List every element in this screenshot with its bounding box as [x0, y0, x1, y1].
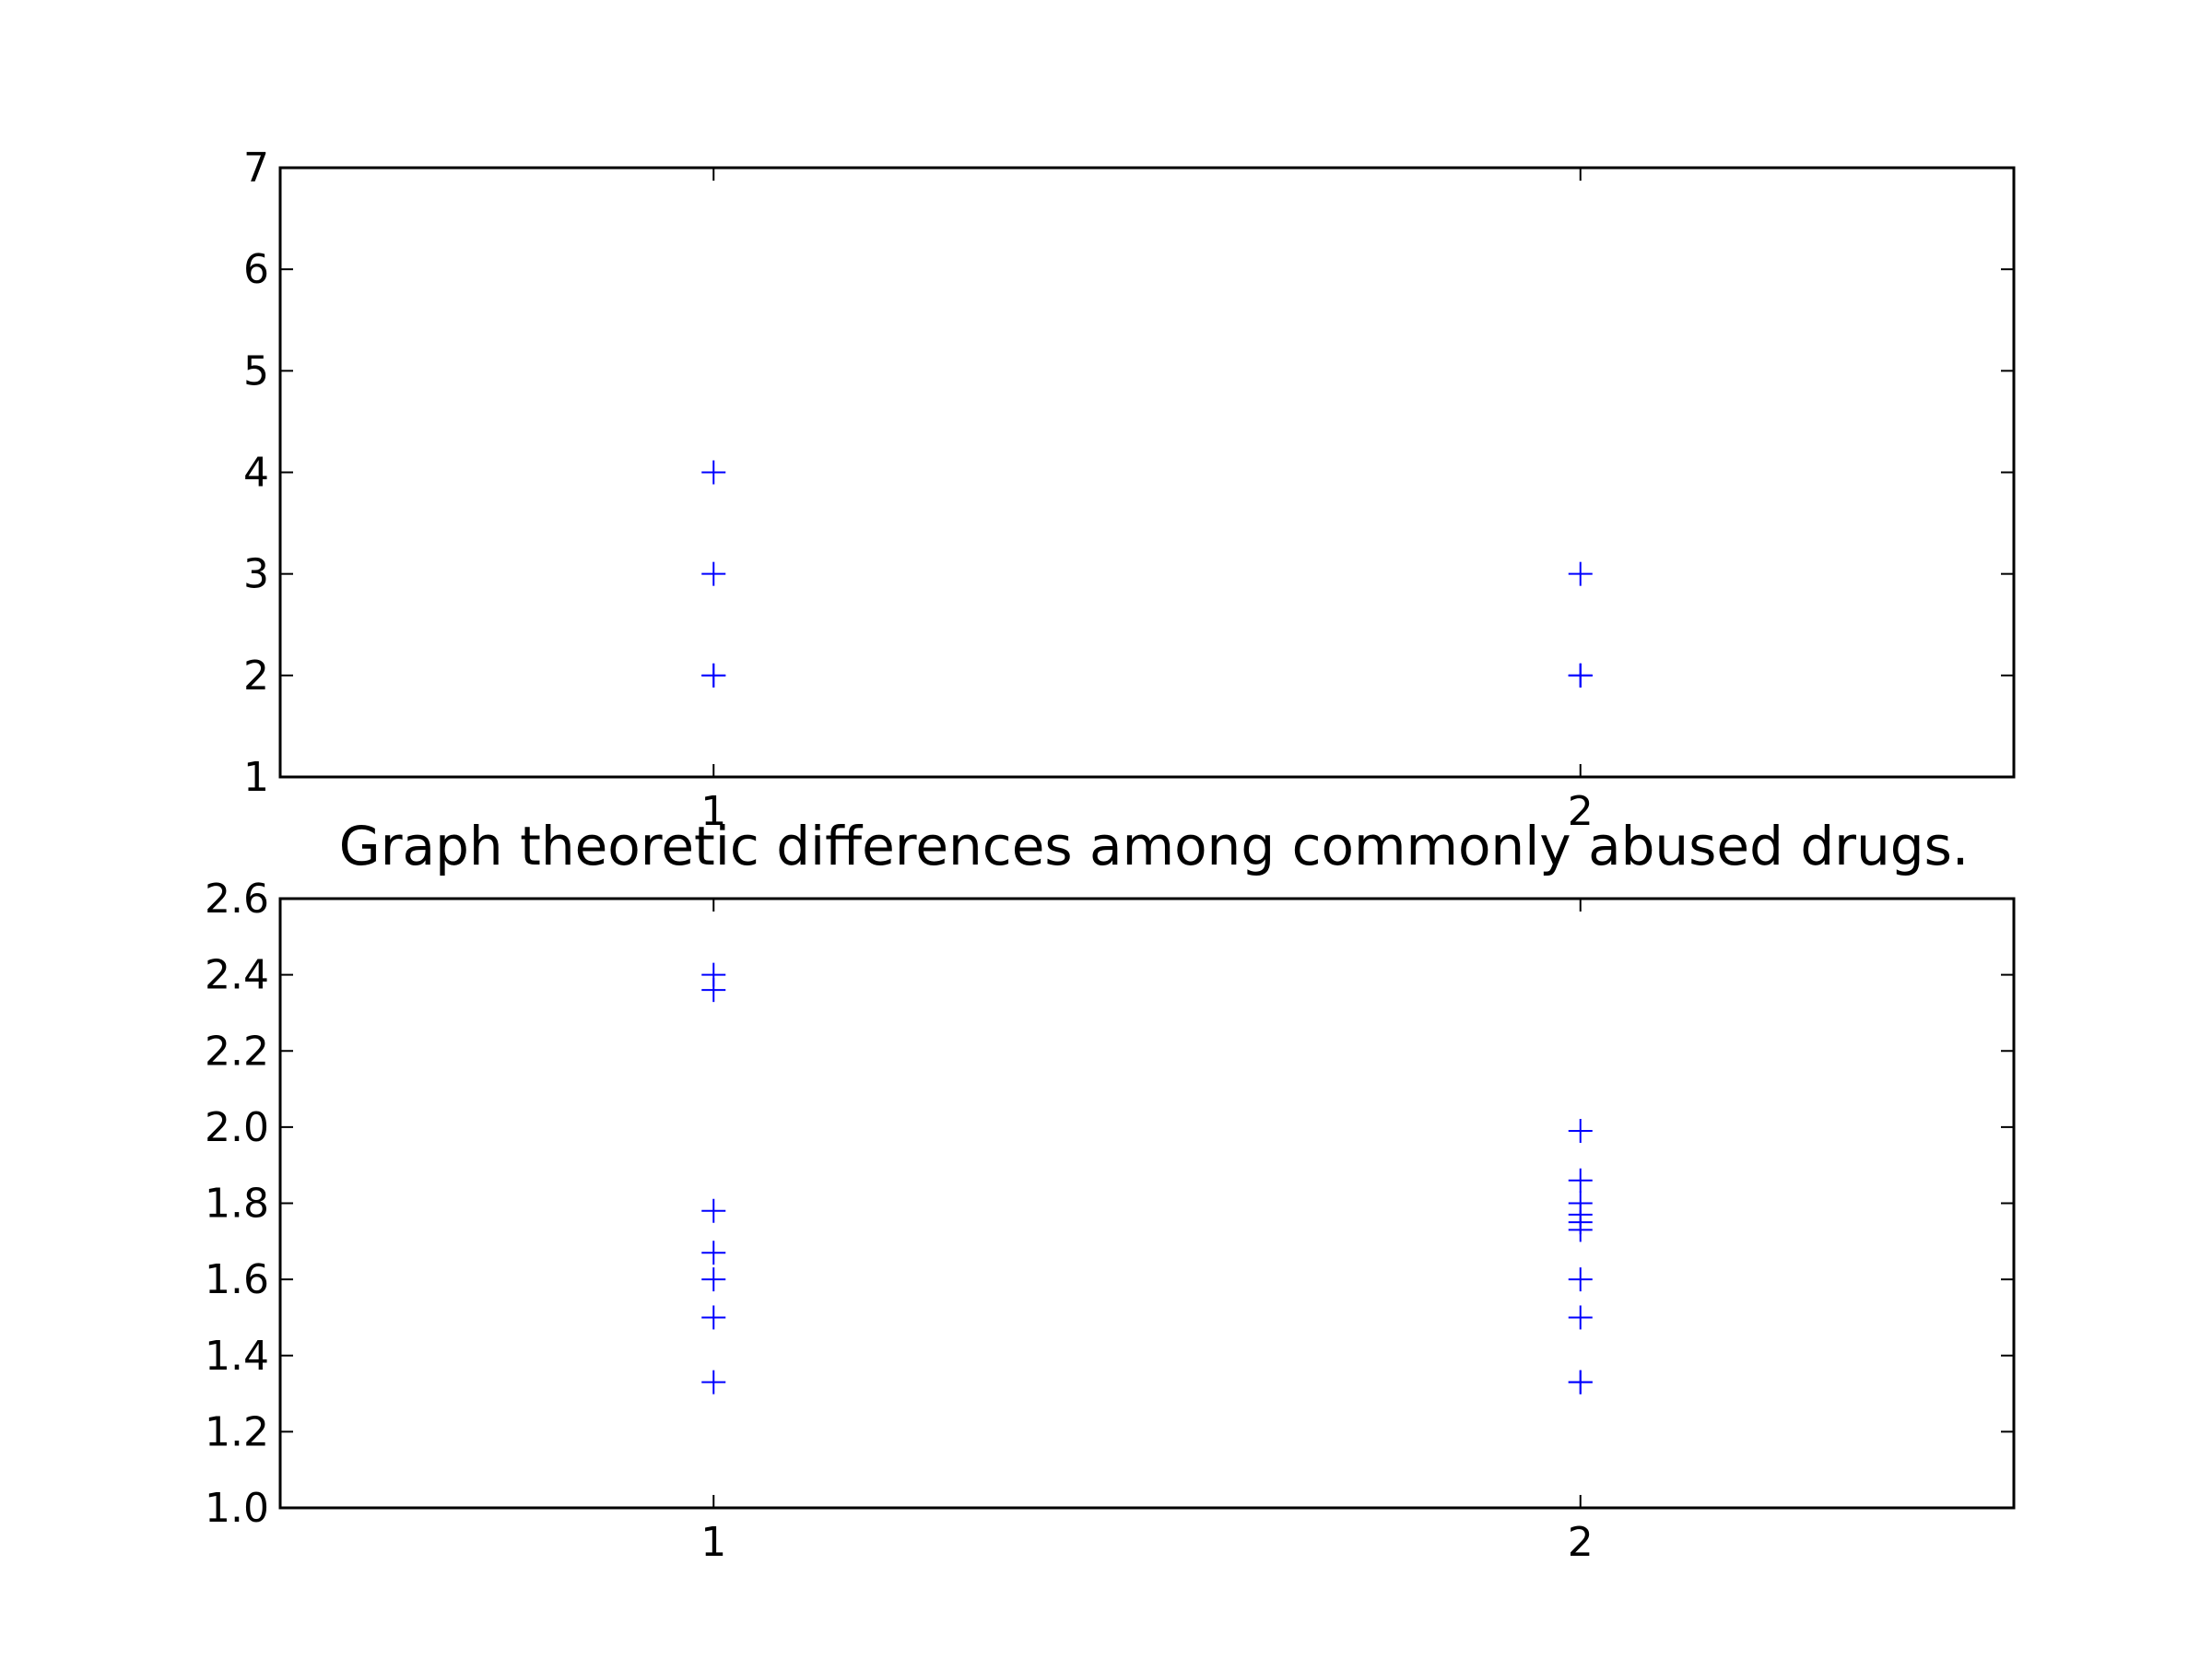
data-point: [1568, 1218, 1593, 1242]
data-point: [1568, 561, 1593, 586]
y-tick-label: 1: [243, 754, 269, 801]
data-point: [1568, 1119, 1593, 1144]
bottom-chart-title: Graph theoretic differences among common…: [339, 815, 1969, 877]
x-tick-label: 2: [1568, 1519, 1594, 1566]
x-tick-label: 1: [700, 1519, 726, 1566]
y-tick-label: 5: [243, 347, 269, 394]
data-point: [701, 1198, 726, 1223]
data-point: [1568, 1305, 1593, 1330]
data-point: [701, 1267, 726, 1292]
y-tick-label: 2: [243, 653, 269, 700]
data-point: [701, 1305, 726, 1330]
y-tick-label: 2.2: [205, 1028, 269, 1075]
top-scatter-panel: 1 2 3 4 5 6 7 1 2: [243, 145, 2016, 835]
data-point: [701, 460, 726, 485]
data-point: [1568, 1370, 1593, 1394]
y-tick-label: 2.4: [205, 952, 269, 999]
y-tick-label: 6: [243, 246, 269, 293]
bottom-scatter-panel: 1.0 1.2 1.4 1.6 1.8 2.0 2.2 2.4 2.6 1 2: [205, 876, 2016, 1566]
y-tick-label: 2.0: [205, 1104, 269, 1151]
data-point: [701, 1241, 726, 1265]
y-tick-label: 1.4: [205, 1333, 269, 1380]
data-point: [1568, 1168, 1593, 1193]
data-point: [701, 1370, 726, 1394]
y-tick-label: 7: [243, 145, 269, 192]
y-tick-label: 1.8: [205, 1181, 269, 1228]
data-point: [701, 561, 726, 586]
y-tick-label: 3: [243, 551, 269, 598]
x-tick-label: 2: [1568, 788, 1594, 835]
y-tick-label: 4: [243, 450, 269, 497]
data-point: [701, 978, 726, 1003]
y-tick-label: 2.6: [205, 876, 269, 923]
data-point: [1568, 663, 1593, 688]
data-point: [701, 663, 726, 688]
data-point: [1568, 1267, 1593, 1292]
x-tick-label: 1: [700, 788, 726, 835]
y-tick-label: 1.2: [205, 1408, 269, 1455]
y-tick-label: 1.6: [205, 1256, 269, 1303]
y-tick-label: 1.0: [205, 1485, 269, 1532]
